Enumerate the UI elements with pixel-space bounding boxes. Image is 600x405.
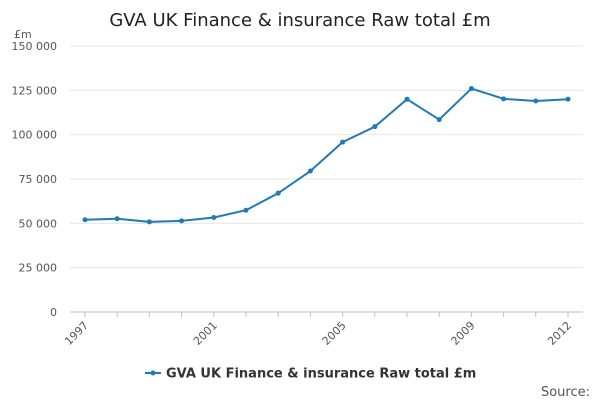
source-label: Source: bbox=[541, 385, 590, 400]
data-point bbox=[243, 207, 249, 213]
legend-series-label: GVA UK Finance & insurance Raw total £m bbox=[166, 367, 476, 382]
x-tick-label: 2009 bbox=[449, 319, 478, 348]
series-layer bbox=[82, 86, 571, 225]
x-tick-label: 2012 bbox=[545, 319, 574, 348]
data-point bbox=[275, 190, 281, 196]
data-point bbox=[436, 117, 442, 123]
y-axis-unit-label: £m bbox=[14, 28, 32, 41]
data-point bbox=[307, 168, 313, 174]
y-tick-label: 100 000 bbox=[12, 129, 58, 142]
data-point bbox=[82, 217, 88, 223]
gridlines bbox=[70, 45, 583, 269]
data-point bbox=[179, 218, 185, 224]
series-line bbox=[84, 87, 569, 223]
data-point bbox=[468, 86, 474, 92]
data-point bbox=[340, 139, 346, 145]
data-point bbox=[501, 96, 507, 102]
data-point bbox=[404, 96, 410, 102]
y-tick-label: 125 000 bbox=[12, 84, 58, 97]
y-tick-label: 150 000 bbox=[12, 40, 58, 53]
y-tick-label: 75 000 bbox=[19, 173, 58, 186]
x-tick-label: 1997 bbox=[62, 319, 91, 348]
x-axis: 1997 2001 2005 2009 2012 bbox=[62, 311, 583, 348]
chart-title: GVA UK Finance & insurance Raw total £m bbox=[109, 10, 490, 31]
legend-point-marker bbox=[150, 370, 156, 376]
data-point bbox=[146, 219, 152, 225]
x-tick-label: 2001 bbox=[191, 319, 220, 348]
y-axis-ticks: 0 25 000 50 000 75 000 100 000 125 000 150 000 bbox=[12, 40, 58, 319]
y-tick-label: 0 bbox=[50, 306, 57, 319]
legend[interactable]: GVA UK Finance & insurance Raw total £m bbox=[145, 367, 476, 382]
x-tick-label: 2005 bbox=[320, 319, 349, 348]
data-point bbox=[565, 96, 571, 102]
data-point bbox=[372, 124, 378, 130]
data-point bbox=[211, 214, 217, 220]
y-tick-label: 25 000 bbox=[19, 262, 58, 275]
data-point bbox=[114, 216, 120, 222]
data-point bbox=[533, 98, 539, 104]
y-tick-label: 50 000 bbox=[19, 217, 58, 230]
